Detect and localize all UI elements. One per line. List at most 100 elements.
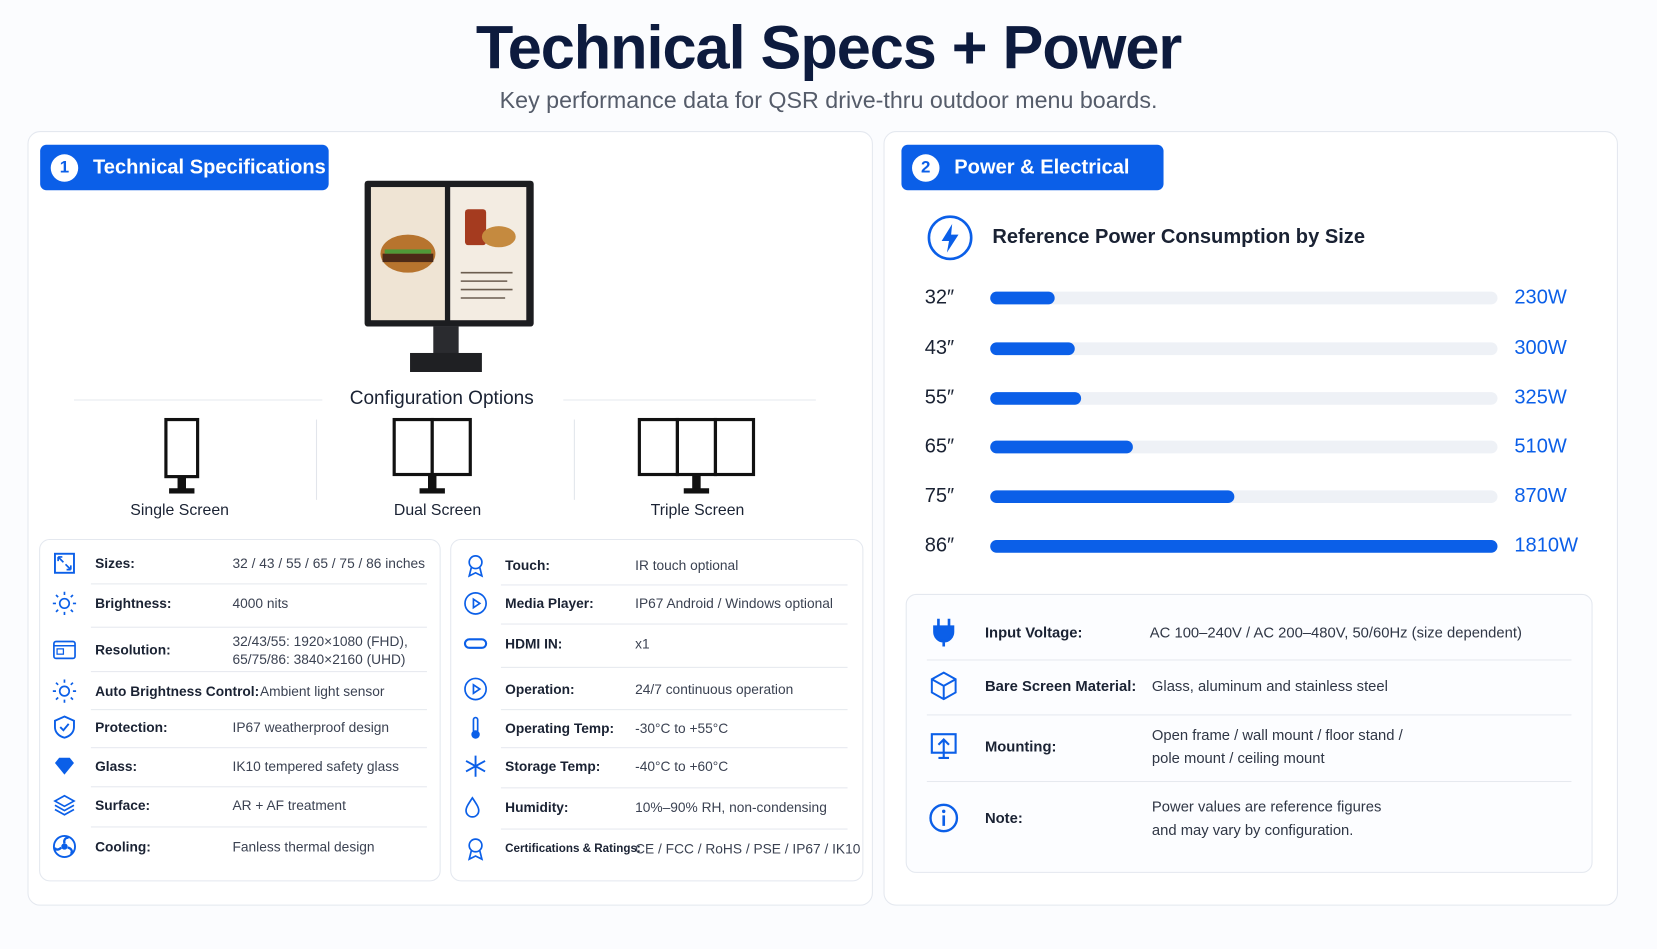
divider xyxy=(315,419,318,500)
row-divider xyxy=(500,708,848,710)
spec-value: Ambient light sensor xyxy=(259,683,385,700)
row-icon xyxy=(465,755,486,777)
row-divider xyxy=(90,785,427,787)
spec-table xyxy=(39,538,441,882)
bar xyxy=(990,342,1075,356)
spec-value: IR touch optional xyxy=(635,557,739,574)
spec-value: Fanless thermal design xyxy=(232,838,375,855)
row-divider xyxy=(90,626,427,628)
spec-value: and may vary by configuration. xyxy=(1151,821,1354,839)
row-icon xyxy=(930,733,957,760)
spec-value: AC 100–240V / AC 200–480V, 50/60Hz (size… xyxy=(1149,623,1522,641)
row-icon xyxy=(929,803,959,833)
row-icon xyxy=(471,716,480,739)
bar xyxy=(990,291,1055,305)
single-screen-icon xyxy=(164,417,200,494)
row-divider xyxy=(926,780,1572,783)
row-divider xyxy=(926,659,1572,661)
spec-label: Sizes: xyxy=(95,555,135,572)
value-label: 870W xyxy=(1514,485,1567,508)
spec-label: Note: xyxy=(984,809,1023,827)
electrical-table xyxy=(905,593,1593,873)
value-label: 230W xyxy=(1514,286,1567,309)
power-icon xyxy=(927,215,973,261)
config-option: Dual Screen xyxy=(393,501,482,520)
category-label: 75″ xyxy=(924,485,955,508)
category-label: 32″ xyxy=(924,286,955,309)
bar-track xyxy=(990,392,1498,405)
spec-label: Mounting: xyxy=(984,737,1057,755)
dual-screen-icon xyxy=(392,417,472,494)
row-icon xyxy=(465,796,480,818)
chart-title: Reference Power Consumption by Size xyxy=(992,226,1366,249)
bar xyxy=(990,392,1082,405)
row-divider xyxy=(500,623,848,625)
row-icon xyxy=(52,834,76,859)
spec-label: Operating Temp: xyxy=(505,720,615,737)
bar-track xyxy=(990,342,1498,356)
value-label: 1810W xyxy=(1514,534,1579,557)
category-label: 55″ xyxy=(924,386,955,409)
spec-value: 32/43/55: 1920×1080 (FHD), xyxy=(232,633,408,649)
spec-value: Glass, aluminum and stainless steel xyxy=(1151,677,1388,695)
spec-value: Open frame / wall mount / floor stand / xyxy=(1151,726,1403,743)
spec-label: Brightness: xyxy=(95,595,172,612)
page-subtitle: Key performance data for QSR drive-thru … xyxy=(499,86,1158,114)
spec-value: AR + AF treatment xyxy=(232,797,346,814)
row-icon xyxy=(54,715,75,739)
spec-label: Protection: xyxy=(95,719,168,736)
spec-label: Operation: xyxy=(505,681,575,697)
spec-label: Bare Screen Material: xyxy=(984,677,1137,695)
spec-value: IP67 weatherproof design xyxy=(232,719,390,736)
row-icon xyxy=(464,677,487,701)
section-badge: 2 Power & Electrical xyxy=(901,144,1164,191)
spec-label: HDMI IN: xyxy=(505,635,563,652)
spec-label: Resolution: xyxy=(95,642,171,658)
config-option: Triple Screen xyxy=(650,501,745,520)
category-label: 43″ xyxy=(924,337,955,360)
divider xyxy=(563,399,816,401)
row-divider xyxy=(90,583,427,585)
spec-value: IK10 tempered safety glass xyxy=(232,758,399,775)
value-label: 510W xyxy=(1514,435,1567,458)
spec-label: Surface: xyxy=(95,797,151,814)
value-label: 325W xyxy=(1514,386,1567,409)
row-divider xyxy=(90,746,427,748)
section-badge: 1 Technical Specifications xyxy=(40,144,329,191)
row-divider xyxy=(90,670,427,672)
spec-value: 32 / 43 / 55 / 65 / 75 / 86 inches xyxy=(232,555,425,572)
spec-value: pole mount / ceiling mount xyxy=(1151,749,1325,767)
spec-label: Glass: xyxy=(95,758,138,775)
badge-number: 1 xyxy=(50,153,79,182)
row-icon xyxy=(467,838,484,861)
bar-track xyxy=(990,291,1498,305)
divider xyxy=(573,419,575,500)
row-icon xyxy=(467,555,484,578)
bar xyxy=(990,440,1134,454)
page-title: Technical Specs + Power xyxy=(475,13,1182,83)
row-divider xyxy=(90,709,427,711)
row-icon xyxy=(53,640,76,660)
bar xyxy=(990,490,1235,504)
row-divider xyxy=(500,747,848,749)
spec-value: 24/7 continuous operation xyxy=(635,681,794,697)
spec-label: Storage Temp: xyxy=(505,758,601,775)
config-title: Configuration Options xyxy=(349,387,534,409)
row-icon xyxy=(52,591,77,616)
row-icon xyxy=(53,794,76,816)
spec-table xyxy=(450,538,864,882)
spec-value: 4000 nits xyxy=(232,595,289,612)
row-divider xyxy=(500,828,848,830)
row-divider xyxy=(90,825,427,827)
triple-screen-icon xyxy=(637,417,756,494)
badge-title: Power & Electrical xyxy=(954,155,1130,179)
product-image xyxy=(364,180,534,372)
spec-value: x1 xyxy=(635,635,650,652)
row-divider xyxy=(500,786,848,788)
badge-number: 2 xyxy=(912,153,940,182)
spec-value: Power values are reference figures xyxy=(1151,797,1382,815)
row-icon xyxy=(54,757,74,775)
spec-label: Media Player: xyxy=(505,595,594,612)
